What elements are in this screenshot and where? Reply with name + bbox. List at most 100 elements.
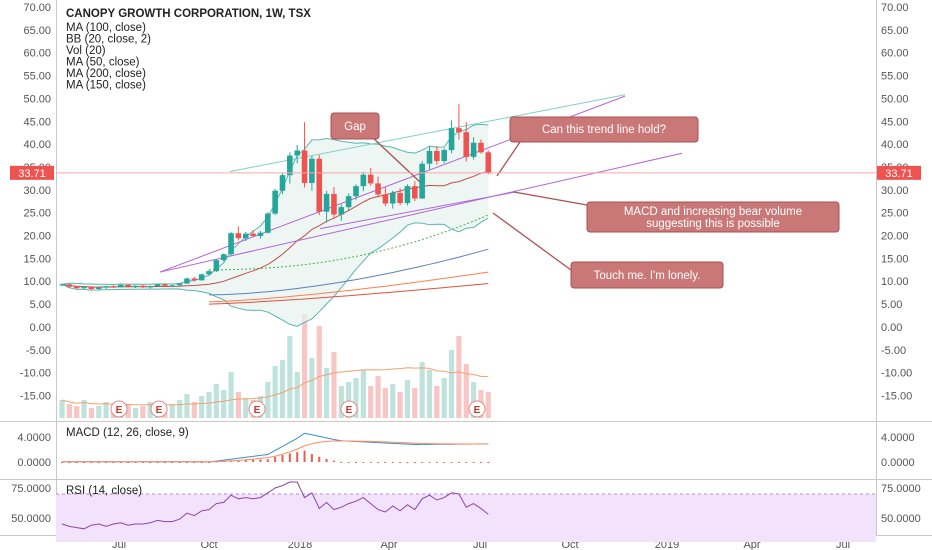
candle-body <box>184 278 190 284</box>
candle[interactable] <box>367 167 374 186</box>
candle[interactable] <box>147 285 153 289</box>
candle[interactable] <box>382 187 389 207</box>
candle[interactable] <box>353 184 359 200</box>
candle[interactable] <box>419 161 425 199</box>
macd-label: MACD (12, 26, close, 9) <box>66 427 189 439</box>
candle[interactable] <box>198 273 205 281</box>
candle[interactable] <box>88 286 95 290</box>
axis-tick-left: -5.00 <box>26 345 51 357</box>
candle[interactable] <box>59 283 65 287</box>
candle[interactable] <box>294 145 300 164</box>
candle[interactable] <box>73 285 80 289</box>
candle[interactable] <box>463 122 470 162</box>
macd-histogram-bar <box>399 462 402 464</box>
axis-tick-right: -10.00 <box>881 368 912 380</box>
candle[interactable] <box>397 187 403 206</box>
price-tag-right <box>877 165 921 180</box>
candle[interactable] <box>265 212 271 234</box>
macd-histogram-bar <box>369 462 372 463</box>
candle[interactable] <box>154 283 161 287</box>
candle[interactable] <box>66 283 73 288</box>
candle-body <box>279 175 286 191</box>
candle[interactable] <box>81 286 87 290</box>
axis-tick-right: 65.00 <box>881 25 909 37</box>
candle[interactable] <box>242 231 249 241</box>
candle-body <box>228 233 234 255</box>
macd-histogram-bar <box>237 460 240 462</box>
candle[interactable] <box>125 283 131 288</box>
axis-tick-right: 30.00 <box>881 185 909 197</box>
candle[interactable] <box>309 155 315 191</box>
candle[interactable] <box>184 277 190 284</box>
candle[interactable] <box>345 193 352 210</box>
axis-tick-right: 60.00 <box>881 48 909 60</box>
candle[interactable] <box>434 145 440 165</box>
candle[interactable] <box>404 184 411 206</box>
candle[interactable] <box>323 190 330 223</box>
candle[interactable] <box>375 176 381 198</box>
candle[interactable] <box>235 226 242 241</box>
candle[interactable] <box>360 171 367 192</box>
candle[interactable] <box>103 285 109 289</box>
candle[interactable] <box>338 204 345 221</box>
moving-averages <box>208 214 489 305</box>
candle[interactable] <box>162 283 168 287</box>
macd-histogram-bar <box>83 462 86 463</box>
candle[interactable] <box>110 285 117 289</box>
volume-bar <box>147 402 153 418</box>
macd-histogram-bar <box>90 462 93 463</box>
candle-body <box>59 284 65 286</box>
bollinger-lower <box>61 217 489 327</box>
candle[interactable] <box>257 230 264 239</box>
candle[interactable] <box>132 285 139 289</box>
x-axis-label: Apr <box>743 539 760 550</box>
callout-box <box>586 201 840 233</box>
candle[interactable] <box>140 284 146 289</box>
macd-histogram-bar <box>119 462 122 463</box>
candle[interactable] <box>118 284 124 288</box>
candle[interactable] <box>220 253 227 262</box>
candle-body <box>375 183 381 195</box>
candle[interactable] <box>412 181 418 202</box>
ma-100-line <box>208 248 489 296</box>
callout-text: MACD and increasing bear volume <box>624 206 802 218</box>
axis-tick-right: 25.00 <box>881 208 909 220</box>
candle[interactable] <box>272 188 278 215</box>
candle[interactable] <box>169 284 176 288</box>
candle-body <box>301 150 308 183</box>
callout: MACD and increasing bear volumesuggestin… <box>513 191 840 233</box>
candle[interactable] <box>301 122 308 188</box>
volume-bar <box>191 402 197 418</box>
candle[interactable] <box>316 155 323 215</box>
x-axis-label: Jul <box>112 539 126 550</box>
candle[interactable] <box>228 231 234 256</box>
volume-bar <box>294 372 300 418</box>
candle[interactable] <box>478 139 484 154</box>
macd-histogram-bar <box>421 462 424 463</box>
macd-histogram-bar <box>75 462 78 463</box>
candle[interactable] <box>441 148 447 164</box>
candle[interactable] <box>191 276 198 282</box>
candle[interactable] <box>485 150 492 175</box>
rsi-tick-right: 75.0000 <box>881 483 921 495</box>
candle[interactable] <box>279 172 286 195</box>
candle[interactable] <box>250 230 256 238</box>
candle[interactable] <box>426 146 433 170</box>
candle[interactable] <box>206 270 212 276</box>
candle[interactable] <box>95 287 102 291</box>
candle[interactable] <box>389 190 396 209</box>
candle[interactable] <box>456 103 462 140</box>
candle[interactable] <box>470 137 477 160</box>
axis-tick-right: 10.00 <box>881 276 909 288</box>
candle[interactable] <box>331 187 337 218</box>
candle[interactable] <box>176 283 183 286</box>
volume-bar <box>382 388 388 418</box>
candle-body <box>250 233 256 236</box>
candle[interactable] <box>448 120 455 154</box>
candle[interactable] <box>287 152 293 184</box>
earnings-marker-circle <box>248 400 266 418</box>
callout-text: Can this trend line hold? <box>542 124 666 136</box>
candlesticks[interactable] <box>59 103 492 291</box>
candle[interactable] <box>213 259 220 273</box>
